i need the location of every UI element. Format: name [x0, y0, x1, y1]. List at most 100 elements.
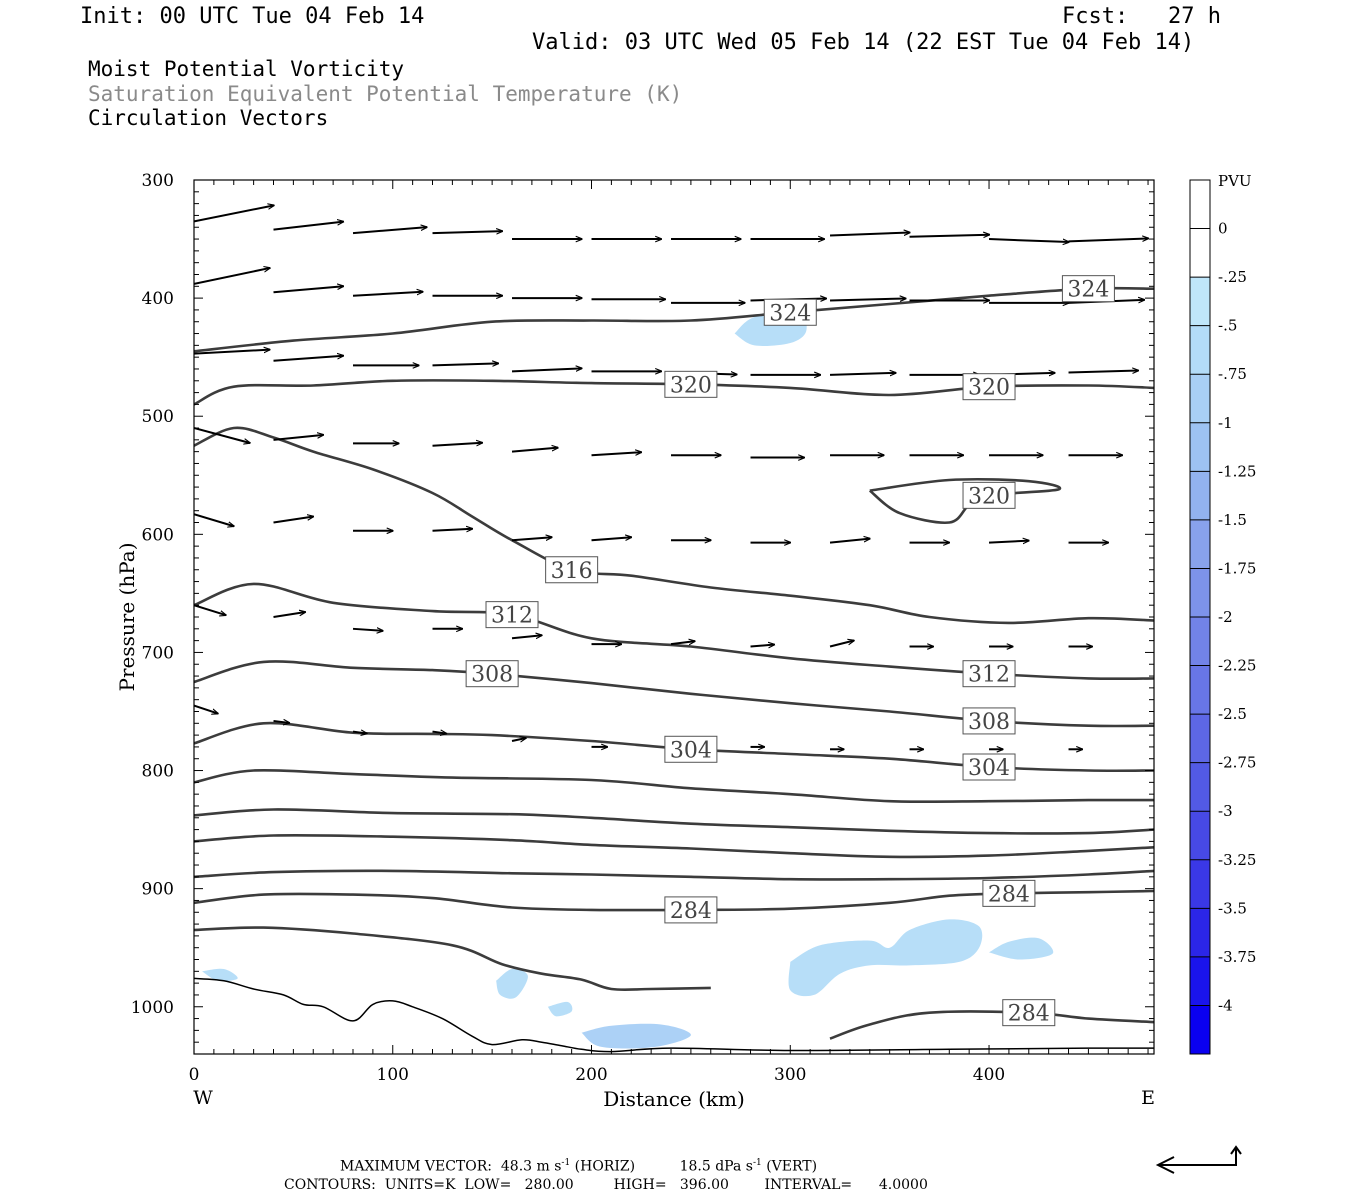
contour-label: 284	[664, 896, 718, 924]
y-tick-label: 300	[142, 171, 174, 191]
contour-label-box	[962, 373, 1016, 401]
vector-arrow	[273, 612, 306, 618]
contour-label-box	[962, 753, 1016, 781]
contour-label-text: 312	[968, 663, 1010, 688]
theta-es-contour	[194, 926, 711, 992]
theta-es-contour	[194, 426, 1154, 625]
theta-es-contour	[194, 808, 1154, 835]
contour-label-box	[962, 707, 1016, 735]
theta-es-contour	[829, 1010, 1154, 1040]
contour-info-line: CONTOURS: UNITS=K LOW= 280.00 HIGH= 396.…	[284, 1177, 928, 1193]
contour-label-text: 308	[471, 663, 513, 688]
vector-arrow	[273, 435, 324, 441]
contour-label: 284	[1002, 999, 1056, 1027]
contour-label: 308	[465, 660, 519, 688]
mpv-region	[581, 1023, 691, 1049]
vector-arrow	[988, 238, 1069, 242]
contour-label: 312	[962, 660, 1016, 688]
vector-arrow	[432, 732, 447, 734]
vector-arrow	[829, 641, 854, 648]
vector-arrow	[194, 704, 218, 714]
vector-arrow	[591, 452, 642, 457]
contour-label: 284	[982, 879, 1036, 907]
max-vector-horiz: (HORIZ)	[574, 1158, 636, 1175]
contour-label-box	[763, 298, 817, 326]
y-tick-label: 700	[142, 643, 174, 663]
max-vector-label: MAXIMUM VECTOR: 48.3 m s	[340, 1158, 562, 1175]
vector-arrow	[194, 350, 270, 355]
colorbar: 0 -.25 -.5 -.75 -1 -1.25 -1.5 -1.75 -2 -2.25 -2.5 -…	[1189, 179, 1256, 1055]
colorbar-swatch	[1190, 956, 1210, 1006]
contour-label-text: 308	[968, 710, 1010, 735]
colorbar-swatch	[1190, 471, 1210, 520]
contour-label-box	[982, 879, 1036, 907]
contour-label: 304	[962, 753, 1016, 781]
vector-arrow	[1068, 371, 1139, 373]
colorbar-label: -3.5	[1218, 899, 1247, 917]
y-tick-label: 600	[142, 525, 174, 545]
colorbar-swatch	[1190, 374, 1210, 423]
colorbar-swatch	[1190, 617, 1210, 666]
colorbar-label: -1.25	[1218, 462, 1256, 480]
contour-label: 320	[664, 370, 718, 398]
vector-arrow	[511, 448, 558, 453]
vector-arrow	[511, 738, 526, 741]
mpv-region	[989, 937, 1054, 960]
terrain-line	[194, 977, 1154, 1053]
contour-label-text: 284	[670, 899, 712, 924]
max-vector-vert-value: 18.5 dPa s	[679, 1158, 753, 1175]
vector-arrow	[352, 732, 367, 734]
colorbar-swatch	[1190, 180, 1210, 229]
vector-arrow	[432, 231, 503, 233]
max-vector-line: MAXIMUM VECTOR: 48.3 m s -1 (HORIZ) 18.5 …	[340, 1158, 817, 1175]
axes: 300 400 500 600 700 800 900 1000 0 100 200 300 400	[131, 171, 1154, 1085]
contour-label: 316	[545, 556, 599, 584]
vector-arrow	[352, 629, 383, 631]
circulation-vectors	[194, 205, 1149, 749]
colorbar-label: -1	[1218, 414, 1233, 432]
vector-arrow	[194, 513, 234, 526]
colorbar-label: -2.75	[1218, 754, 1256, 772]
x-tick-label: 400	[973, 1065, 1005, 1085]
mpv-region	[496, 968, 528, 999]
contour-label-box	[1002, 999, 1056, 1027]
colorbar-swatch	[1190, 277, 1210, 326]
title-mpv: Moist Potential Vorticity	[88, 57, 405, 81]
colorbar-label: -1.75	[1218, 559, 1256, 577]
max-vector-exp2: -1	[752, 1158, 762, 1168]
colorbar-label: -4	[1218, 996, 1233, 1014]
title-vectors: Circulation Vectors	[88, 106, 329, 130]
contour-label-box	[664, 896, 718, 924]
x-tick-label: 200	[575, 1065, 607, 1085]
contour-label: 304	[664, 735, 718, 763]
mpv-region	[202, 968, 238, 982]
contour-label-box	[664, 370, 718, 398]
x-tick-label: 0	[189, 1065, 200, 1085]
vector-arrow	[750, 645, 775, 647]
contour-label-text: 312	[491, 604, 533, 629]
vector-arrow	[829, 539, 870, 544]
vector-arrow	[432, 363, 499, 365]
x-tick-label: 100	[377, 1065, 409, 1085]
vector-arrow	[829, 233, 910, 237]
colorbar-unit: PVU	[1218, 172, 1252, 190]
vector-arrow	[1068, 238, 1149, 243]
y-tick-label: 800	[142, 762, 174, 782]
vector-arrow	[352, 227, 427, 235]
contour-label-text: 324	[769, 301, 811, 326]
mpv-shading	[202, 311, 1054, 1049]
vector-arrow	[829, 298, 906, 300]
colorbar-label: -3.25	[1218, 851, 1256, 869]
contour-label-text: 320	[968, 484, 1010, 509]
contour-label: 324	[763, 298, 817, 326]
vector-arrow	[511, 537, 552, 542]
colorbar-label: 0	[1218, 220, 1228, 238]
contour-label-box	[962, 481, 1016, 509]
y-tick-label: 1000	[131, 998, 174, 1018]
contour-label: 324	[1061, 275, 1115, 303]
colorbar-swatch	[1190, 665, 1210, 715]
terrain-profile	[194, 977, 1154, 1053]
contour-label-text: 284	[988, 882, 1030, 907]
contour-label: 320	[962, 481, 1016, 509]
